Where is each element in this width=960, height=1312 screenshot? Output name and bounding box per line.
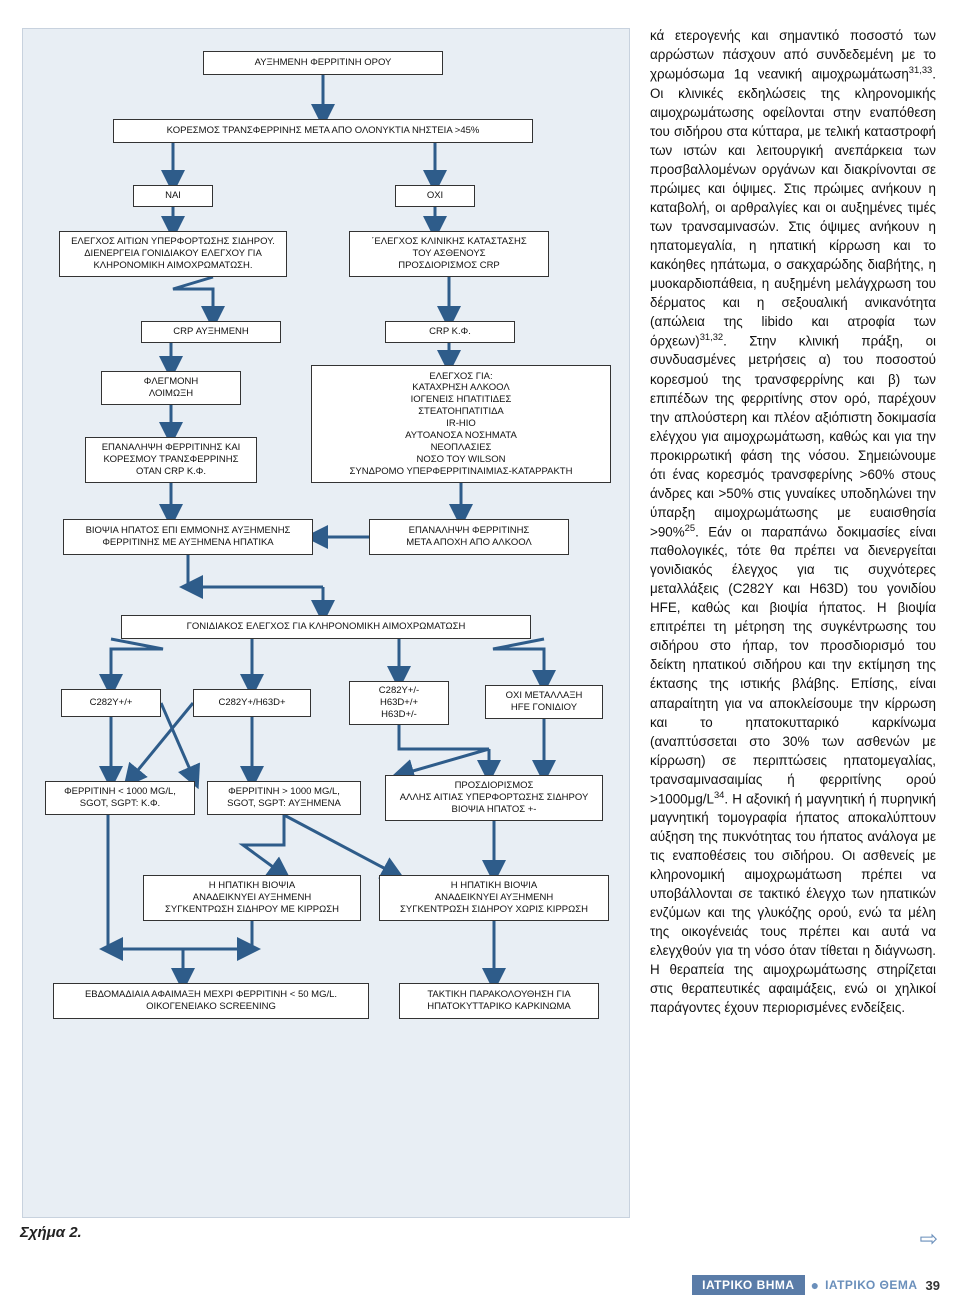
flowchart-node: ΕΛΕΓΧΟΣ ΓΙΑ: ΚΑΤΑΧΡΗΣΗ ΑΛΚΟΟΛ ΙΟΓΕΝΕΙΣ Η…: [311, 365, 611, 483]
flowchart-node: ΦΕΡΡΙΤΙΝΗ < 1000 MG/L, SGOT, SGPT: Κ.Φ.: [45, 781, 195, 815]
flowchart-node: ΠΡΟΣΔΙΟΡΙΣΜΟΣ ΑΛΛΗΣ ΑΙΤΙΑΣ ΥΠΕΡΦΟΡΤΩΣΗΣ …: [385, 775, 603, 821]
flowchart-node: C282Y+/+: [61, 689, 161, 717]
flowchart-node: CRP Κ.Φ.: [385, 321, 515, 343]
flowchart-node: C282Y+/H63D+: [193, 689, 311, 717]
flowchart-node: Η ΗΠΑΤΙΚΗ ΒΙΟΨΙΑ ΑΝΑΔΕΙΚΝΥΕΙ ΑΥΞΗΜΕΝΗ ΣΥ…: [143, 875, 361, 921]
flowchart-node: ΦΕΡΡΙΤΙΝΗ > 1000 MG/L, SGOT, SGPT: ΑΥΞΗΜ…: [207, 781, 361, 815]
flowchart-node: ΄ΕΛΕΓΧΟΣ ΚΛΙΝΙΚΗΣ ΚΑΤΑΣΤΑΣΗΣ ΤΟΥ ΑΣΘΕΝΟΥ…: [349, 231, 549, 277]
flowchart-node: ΒΙΟΨΙΑ ΗΠΑΤΟΣ ΕΠΙ ΕΜΜΟΝΗΣ ΑΥΞΗΜΕΝΗΣ ΦΕΡΡ…: [63, 519, 313, 555]
flowchart-node: C282Y+/- H63D+/+ H63D+/-: [349, 681, 449, 725]
flowchart-node: ΟΧΙ: [395, 185, 475, 207]
flowchart-node: ΦΛΕΓΜΟΝΗ ΛΟΙΜΩΞΗ: [101, 371, 241, 405]
page-number: 39: [918, 1278, 940, 1293]
flowchart-node: ΕΒΔΟΜΑΔΙΑΙΑ ΑΦΑΙΜΑΞΗ ΜΕΧΡΙ ΦΕΡΡΙΤΙΝΗ < 5…: [53, 983, 369, 1019]
continue-arrow-icon: ⇨: [920, 1226, 938, 1252]
flowchart-node: ΓΟΝΙΔΙΑΚΟΣ ΕΛΕΓΧΟΣ ΓΙΑ ΚΛΗΡΟΝΟΜΙΚΗ ΑΙΜΟΧ…: [121, 615, 531, 639]
flowchart-panel: ΑΥΞΗΜΕΝΗ ΦΕΡΡΙΤΙΝΗ ΟΡΟΥ ΚΟΡΕΣΜΟΣ ΤΡΑΝΣΦΕΡ…: [22, 28, 630, 1218]
flowchart-node: ΝΑΙ: [133, 185, 213, 207]
flowchart-node: ΕΠΑΝΑΛΗΨΗ ΦΕΡΡΙΤΙΝΗΣ ΚΑΙ ΚΟΡΕΣΜΟΥ ΤΡΑΝΣΦ…: [85, 437, 257, 483]
flowchart-node: ΟΧΙ ΜΕΤΑΛΛΑΞΗ HFE ΓΟΝΙΔΙΟΥ: [485, 685, 603, 719]
footer-bullet-icon: ●: [805, 1277, 825, 1293]
flowchart-node: ΤΑΚΤΙΚΗ ΠΑΡΑΚΟΛΟΥΘΗΣΗ ΓΙΑ ΗΠΑΤΟΚΥΤΤΑΡΙΚΟ…: [399, 983, 599, 1019]
footer-badge: ΙΑΤΡΙΚΟ ΒΗΜΑ: [692, 1275, 804, 1295]
page-footer: ΙΑΤΡΙΚΟ ΒΗΜΑ ● ΙΑΤΡΙΚΟ ΘΕΜΑ 39: [0, 1274, 960, 1296]
flowchart-node: CRP ΑΥΞΗΜΕΝΗ: [141, 321, 281, 343]
article-body-text: κά ετερογενής και σημαντικό ποσοστό των …: [650, 26, 936, 1018]
flowchart-node: ΕΛΕΓΧΟΣ ΑΙΤΙΩΝ ΥΠΕΡΦΟΡΤΩΣΗΣ ΣΙΔΗΡΟΥ. ΔΙΕ…: [59, 231, 287, 277]
flowchart-node: ΑΥΞΗΜΕΝΗ ΦΕΡΡΙΤΙΝΗ ΟΡΟΥ: [203, 51, 443, 75]
flowchart-node: ΚΟΡΕΣΜΟΣ ΤΡΑΝΣΦΕΡΡΙΝΗΣ ΜΕΤΑ ΑΠΟ ΟΛΟΝΥΚΤΙ…: [113, 119, 533, 143]
flowchart-node: Η ΗΠΑΤΙΚΗ ΒΙΟΨΙΑ ΑΝΑΔΕΙΚΝΥΕΙ ΑΥΞΗΜΕΝΗ ΣΥ…: [379, 875, 609, 921]
figure-caption: Σχήμα 2.: [20, 1224, 82, 1241]
flowchart-node: ΕΠΑΝΑΛΗΨΗ ΦΕΡΡΙΤΙΝΗΣ ΜΕΤΑ ΑΠΟΧΗ ΑΠΟ ΑΛΚΟ…: [369, 519, 569, 555]
footer-section-label: ΙΑΤΡΙΚΟ ΘΕΜΑ: [825, 1278, 917, 1292]
